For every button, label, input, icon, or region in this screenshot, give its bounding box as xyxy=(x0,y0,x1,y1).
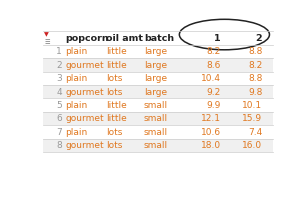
Text: 8.2: 8.2 xyxy=(207,47,221,56)
Text: gourmet: gourmet xyxy=(65,61,104,70)
Text: 1: 1 xyxy=(214,34,221,43)
Text: small: small xyxy=(144,114,168,123)
Text: 7: 7 xyxy=(56,128,62,137)
Text: popcorn: popcorn xyxy=(65,34,109,43)
Text: ☰: ☰ xyxy=(44,40,50,45)
Text: 6: 6 xyxy=(56,114,62,123)
Text: 2: 2 xyxy=(256,34,262,43)
Text: 9.9: 9.9 xyxy=(207,101,221,110)
Text: small: small xyxy=(144,101,168,110)
Bar xyxy=(43,58,273,72)
Text: small: small xyxy=(144,141,168,150)
Bar xyxy=(43,139,273,152)
Text: 3: 3 xyxy=(56,74,62,83)
Text: 10.4: 10.4 xyxy=(201,74,221,83)
Text: lots: lots xyxy=(106,128,122,137)
Text: 18.0: 18.0 xyxy=(201,141,221,150)
Text: gourmet: gourmet xyxy=(65,114,104,123)
Bar xyxy=(43,98,273,112)
Text: little: little xyxy=(106,101,127,110)
Text: 8: 8 xyxy=(56,141,62,150)
Text: plain: plain xyxy=(65,101,88,110)
Text: 9.2: 9.2 xyxy=(207,88,221,97)
Text: 8.8: 8.8 xyxy=(248,47,262,56)
Text: 8.2: 8.2 xyxy=(248,61,262,70)
Text: batch: batch xyxy=(144,34,174,43)
Text: 5: 5 xyxy=(56,101,62,110)
Text: 15.9: 15.9 xyxy=(242,114,262,123)
Text: plain: plain xyxy=(65,128,88,137)
Bar xyxy=(43,45,273,58)
Text: little: little xyxy=(106,61,127,70)
Text: 2: 2 xyxy=(56,61,62,70)
Text: 7.4: 7.4 xyxy=(248,128,262,137)
Text: 1: 1 xyxy=(56,47,62,56)
Text: lots: lots xyxy=(106,74,122,83)
Text: 10.1: 10.1 xyxy=(242,101,262,110)
Text: little: little xyxy=(106,114,127,123)
Text: plain: plain xyxy=(65,74,88,83)
Text: 8.6: 8.6 xyxy=(207,61,221,70)
Bar xyxy=(43,112,273,125)
Text: 4: 4 xyxy=(56,88,62,97)
Text: 10.6: 10.6 xyxy=(201,128,221,137)
Text: little: little xyxy=(106,47,127,56)
Text: oil amt: oil amt xyxy=(106,34,143,43)
Text: gourmet: gourmet xyxy=(65,141,104,150)
Text: plain: plain xyxy=(65,47,88,56)
Text: lots: lots xyxy=(106,88,122,97)
Text: large: large xyxy=(144,88,167,97)
Text: small: small xyxy=(144,128,168,137)
Bar xyxy=(43,85,273,98)
Text: 9.8: 9.8 xyxy=(248,88,262,97)
Bar xyxy=(43,72,273,85)
Text: large: large xyxy=(144,61,167,70)
Text: gourmet: gourmet xyxy=(65,88,104,97)
Text: large: large xyxy=(144,47,167,56)
Text: 12.1: 12.1 xyxy=(201,114,221,123)
Text: large: large xyxy=(144,74,167,83)
Text: 16.0: 16.0 xyxy=(242,141,262,150)
Text: lots: lots xyxy=(106,141,122,150)
Text: ▼: ▼ xyxy=(44,33,49,38)
Text: 8.8: 8.8 xyxy=(248,74,262,83)
Bar xyxy=(43,125,273,139)
